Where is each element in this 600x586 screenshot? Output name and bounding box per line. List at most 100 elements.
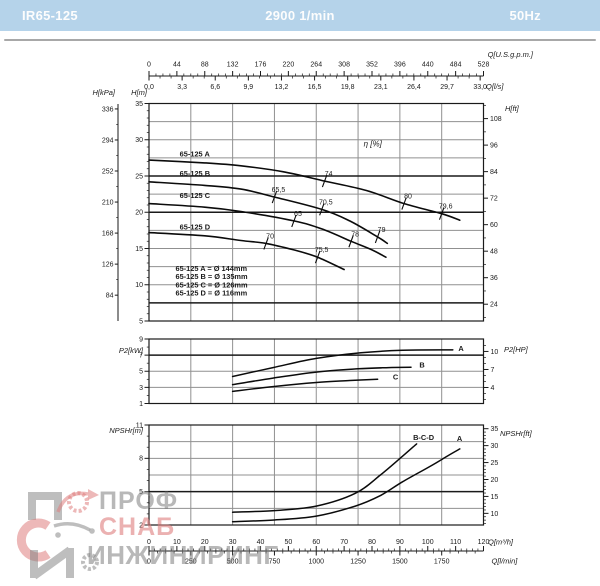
tick-label: 29,7: [440, 84, 454, 91]
efficiency-marker: [374, 230, 381, 244]
tick-label: 336: [102, 106, 114, 113]
tick-label: 126: [102, 262, 114, 269]
tick-label: 48: [490, 249, 498, 256]
tick-label: 1: [139, 401, 143, 408]
curve-label: 65-125 C: [180, 191, 211, 200]
tick-label: 36: [490, 275, 498, 282]
curve-label: B-C-D: [413, 433, 435, 442]
legend-line: 65-125 C = Ø 126mm: [175, 280, 248, 289]
efficiency-marker: [314, 251, 321, 264]
efficiency-label: 79,6: [439, 204, 453, 211]
tick-label: 10: [173, 539, 181, 546]
tick-label: 0,0: [144, 84, 154, 91]
legend-line: 65-125 D = Ø 116mm: [175, 289, 247, 298]
tick-label: 8: [139, 456, 143, 463]
curve-label: A: [457, 434, 463, 443]
tick-label: 9,9: [243, 84, 253, 91]
axis-unit-qm3h: Q[m³/h]: [488, 538, 514, 547]
tick-label: 750: [269, 559, 281, 566]
efficiency-label: 65: [294, 211, 302, 218]
efficiency-marker: [291, 214, 297, 228]
tick-label: 35: [491, 426, 499, 433]
tick-label: 25: [491, 460, 499, 467]
tick-label: 30: [491, 443, 499, 450]
tick-label: 108: [490, 116, 502, 123]
tick-label: 9: [139, 336, 143, 343]
efficiency-label: 74: [325, 171, 333, 178]
efficiency-marker: [321, 174, 328, 188]
curve-npshr-a: [231, 448, 461, 523]
tick-label: 528: [478, 62, 490, 69]
curve-65-125-c: [148, 202, 387, 258]
tick-label: 25: [135, 173, 143, 180]
tick-label: 90: [396, 539, 404, 546]
curve-p2-c: [231, 378, 379, 393]
tick-label: 4: [491, 385, 495, 392]
tick-label: 10: [491, 349, 499, 356]
tick-label: 80: [368, 539, 376, 546]
curve-p2-a: [231, 349, 454, 378]
efficiency-marker: [271, 190, 278, 204]
curve-p2-b: [231, 366, 412, 386]
tick-label: 2: [139, 522, 143, 529]
header-bar: IR65-125 2900 1/min 50Hz: [0, 0, 600, 31]
tick-label: 294: [102, 137, 114, 144]
tick-label: 7: [491, 367, 495, 374]
efficiency-label: 75,5: [315, 247, 329, 254]
tick-label: 0: [147, 559, 151, 566]
efficiency-marker: [438, 207, 445, 220]
tick-label: 264: [310, 62, 322, 69]
curve-label: 65-125 D: [180, 222, 211, 231]
axis-unit-p2kw: P2[kW]: [119, 346, 144, 355]
tick-label: 15: [491, 494, 499, 501]
axis-unit-p2hp: P2[HP]: [504, 345, 529, 354]
tick-label: 250: [185, 559, 197, 566]
axis-unit-kpa: H[kPa]: [92, 88, 115, 97]
legend-line: 65-125 B = Ø 135mm: [175, 272, 248, 281]
tick-label: 20: [201, 539, 209, 546]
curve-65-125-b: [148, 181, 389, 245]
legend-line: 65-125 A = Ø 144mm: [175, 264, 247, 273]
tick-label: 396: [394, 62, 406, 69]
tick-label: 10: [135, 282, 143, 289]
tick-label: 7: [139, 353, 143, 360]
efficiency-marker: [348, 235, 354, 248]
tick-label: 210: [102, 199, 114, 206]
tick-label: 44: [173, 62, 181, 69]
tick-label: 26,4: [407, 84, 421, 91]
curve-label: C: [393, 372, 399, 381]
tick-label: 3: [139, 385, 143, 392]
tick-label: 96: [490, 143, 498, 150]
tick-label: 132: [227, 62, 239, 69]
header-divider: [4, 39, 596, 41]
axis-unit-qlmin: Q[l/min]: [492, 557, 519, 566]
efficiency-label: 70: [266, 233, 274, 240]
efficiency-label: 80: [404, 194, 412, 201]
axis-unit-gpm: Q[U.S.g.p.m.]: [488, 50, 534, 59]
tick-label: 1000: [308, 559, 324, 566]
tick-label: 176: [255, 62, 267, 69]
eta-label: η [%]: [364, 139, 383, 148]
tick-label: 16,5: [308, 84, 322, 91]
tick-label: 1250: [350, 559, 366, 566]
tick-label: 20: [135, 210, 143, 217]
tick-label: 35: [135, 101, 143, 108]
axis-unit-npshft: NPSHr[ft]: [500, 429, 533, 438]
tick-label: 308: [338, 62, 350, 69]
tick-label: 15: [135, 246, 143, 253]
axis-unit-hm: H[m]: [131, 88, 148, 97]
tick-label: 40: [257, 539, 265, 546]
tick-label: 500: [227, 559, 239, 566]
curve-npshr-b-c-d: [231, 443, 418, 513]
tick-label: 6,6: [210, 84, 220, 91]
tick-label: 84: [106, 293, 114, 300]
efficiency-label: 78: [351, 231, 359, 238]
axis-unit-npshm: NPSHr[m]: [109, 426, 144, 435]
tick-label: 11: [136, 422, 143, 429]
tick-label: 19,8: [341, 84, 355, 91]
tick-label: 13,2: [275, 84, 289, 91]
efficiency-label: 70,5: [319, 199, 333, 206]
efficiency-marker: [263, 237, 269, 250]
